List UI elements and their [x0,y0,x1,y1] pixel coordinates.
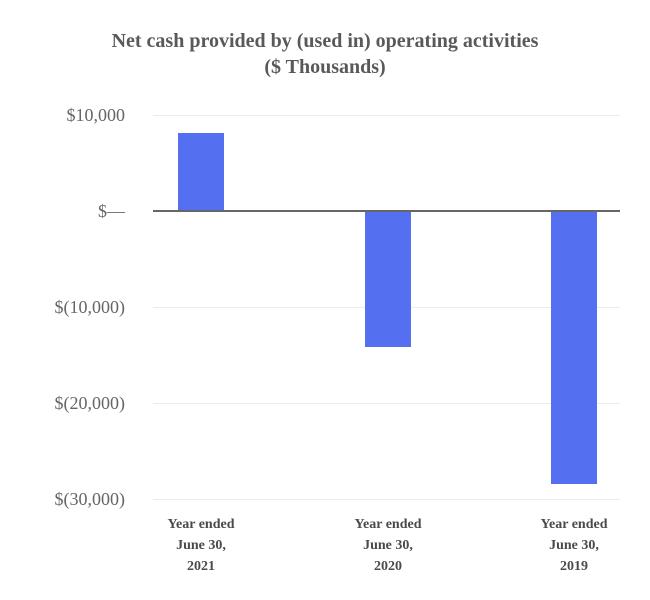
x-axis-category-line: Year ended [354,517,422,532]
gridline [153,115,620,116]
chart-title: Net cash provided by (used in) operating… [0,28,650,80]
y-axis-tick-label: $(20,000) [54,393,126,413]
chart-subtitle: ($ Thousands) [264,56,386,78]
x-axis-category-label: Year ended June 30, 2020 [313,514,463,577]
y-axis-tick-label: $(10,000) [54,297,126,317]
x-axis-category-line: 2020 [374,559,402,574]
chart-title-line: Net cash provided by (used in) operating… [111,30,539,52]
x-axis-category-line: June 30, [549,538,599,553]
x-axis-category-line: 2019 [560,559,588,574]
bar [178,133,224,211]
x-axis-category-line: June 30, [176,538,226,553]
y-axis-tick-label: $— [98,201,125,221]
gridline [153,403,620,404]
x-axis-category-line: Year ended [167,517,235,532]
x-axis-category-line: 2021 [187,559,215,574]
bar [551,211,597,484]
bar [365,211,411,347]
y-axis-tick-label: $10,000 [66,105,126,125]
gridline [153,499,620,500]
x-axis-category-label: Year ended June 30, 2019 [499,514,649,577]
y-axis-tick-label: $(30,000) [54,489,126,509]
x-axis-category-line: Year ended [540,517,608,532]
x-axis-category-line: June 30, [363,538,413,553]
zero-axis-line [153,210,620,212]
x-axis-category-label: Year ended June 30, 2021 [126,514,276,577]
